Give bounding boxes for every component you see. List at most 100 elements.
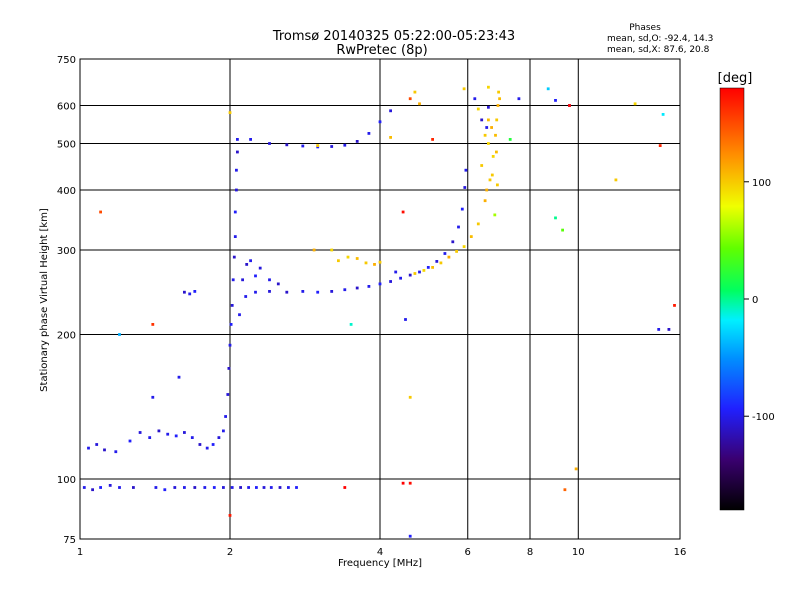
data-point: [455, 250, 458, 253]
data-point: [244, 295, 248, 298]
data-point: [404, 318, 407, 321]
data-point: [262, 486, 266, 489]
data-point: [487, 142, 490, 145]
x-tick-label: 2: [227, 547, 233, 558]
data-point: [249, 138, 252, 141]
stats-title: Phases: [629, 23, 661, 33]
data-point: [224, 415, 227, 418]
data-point: [431, 266, 434, 269]
data-point: [183, 290, 186, 294]
data-point: [498, 97, 501, 101]
x-tick-label: 4: [377, 547, 383, 558]
data-point: [422, 269, 426, 272]
data-point: [451, 240, 455, 244]
data-point: [367, 285, 371, 288]
grid-lines: [80, 59, 680, 539]
data-point: [431, 138, 434, 141]
data-point: [574, 467, 578, 471]
y-tick-label: 600: [57, 102, 76, 113]
data-point: [485, 126, 489, 129]
data-point: [426, 266, 430, 269]
data-point: [413, 272, 417, 275]
data-point: [235, 188, 238, 192]
colorbar-tick-label: 0: [752, 295, 758, 306]
data-point: [235, 168, 238, 172]
data-point: [355, 286, 359, 290]
data-point: [82, 486, 86, 489]
data-point: [546, 87, 550, 91]
data-point: [460, 207, 464, 211]
data-point: [343, 143, 347, 147]
stats-line-o: mean, sd,O: -92.4, 14.3: [607, 34, 713, 44]
data-point: [118, 333, 121, 336]
data-point: [254, 290, 257, 294]
data-point: [241, 278, 244, 282]
data-point: [487, 105, 490, 109]
data-point: [401, 481, 405, 485]
data-point: [496, 104, 500, 107]
data-point: [103, 448, 106, 452]
x-tick-label: 10: [572, 547, 585, 558]
data-point: [276, 282, 280, 286]
data-point: [480, 164, 484, 167]
data-point: [496, 183, 499, 187]
data-point: [255, 486, 258, 489]
data-point: [463, 186, 467, 189]
data-point: [148, 436, 152, 439]
data-point: [268, 290, 271, 293]
data-point: [443, 252, 447, 255]
x-axis-label: Frequency [MHz]: [338, 558, 422, 569]
data-point: [312, 248, 316, 252]
data-point: [378, 282, 382, 286]
y-axis-label: Stationary phase Virtual Height [km]: [39, 208, 50, 392]
data-point: [554, 216, 557, 220]
data-point: [508, 138, 512, 141]
data-point: [483, 133, 487, 137]
data-point: [177, 375, 181, 379]
data-point: [658, 144, 662, 147]
data-point: [497, 90, 500, 94]
colorbar-ticks: 100 0 -100: [744, 178, 775, 423]
data-point: [408, 534, 412, 538]
data-point: [236, 150, 239, 154]
data-point: [193, 290, 197, 293]
data-point: [118, 486, 121, 489]
y-tick-label: 200: [57, 331, 76, 342]
data-point: [483, 199, 487, 203]
data-point: [295, 486, 298, 489]
data-point: [222, 486, 225, 489]
data-point: [174, 434, 178, 438]
data-point: [231, 278, 235, 282]
data-point: [413, 90, 417, 94]
y-tick-label: 300: [57, 246, 76, 257]
data-point: [316, 144, 320, 147]
y-tick-label: 500: [57, 140, 76, 151]
data-point: [490, 126, 493, 129]
data-point: [151, 323, 155, 326]
colorbar-tick-label: -100: [752, 412, 775, 423]
data-point: [99, 210, 102, 214]
data-point: [254, 274, 257, 278]
data-point: [401, 210, 405, 214]
data-point: [561, 228, 564, 232]
data-point: [418, 270, 421, 274]
data-point: [487, 85, 490, 89]
data-point: [667, 328, 671, 331]
x-tick-label: 1: [77, 547, 83, 558]
data-point: [301, 144, 305, 148]
data-point: [183, 431, 186, 434]
y-tick-label: 75: [63, 535, 76, 546]
data-points: [82, 85, 676, 538]
data-point: [269, 486, 273, 489]
data-point: [673, 304, 676, 307]
data-point: [301, 290, 305, 293]
x-tick-label: 16: [674, 547, 687, 558]
data-point: [166, 432, 170, 436]
data-point: [462, 87, 466, 91]
data-point: [203, 486, 207, 489]
data-point: [198, 443, 202, 446]
data-point: [163, 488, 167, 492]
data-point: [212, 486, 216, 489]
data-point: [183, 486, 186, 489]
